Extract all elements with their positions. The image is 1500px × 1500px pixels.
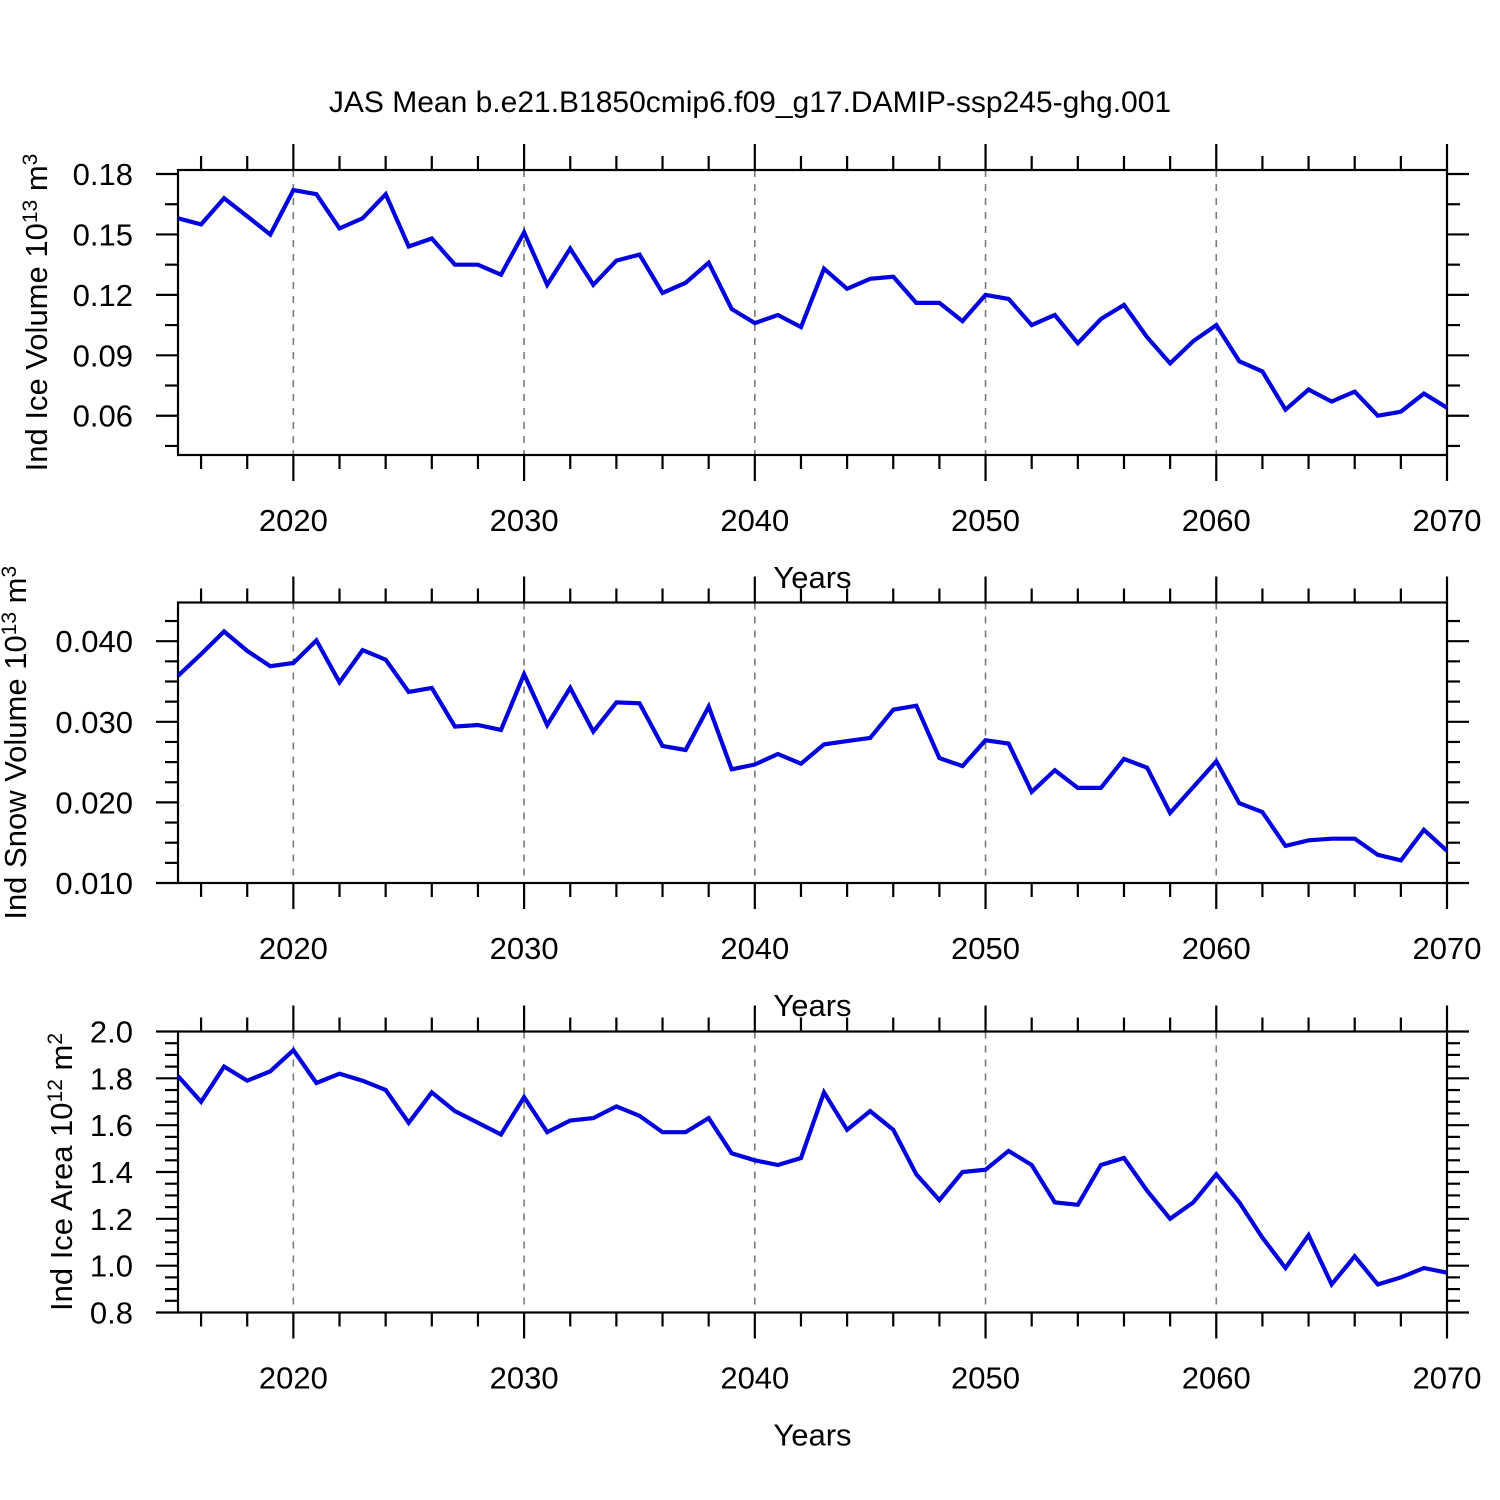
plot-box <box>176 1030 1449 1314</box>
y-axis-title: Ind Ice Volume 1013 m3 <box>19 154 54 472</box>
x-tick-label: 2030 <box>490 503 559 538</box>
y-tick-label: 2.0 <box>90 1015 133 1050</box>
x-tick-label: 2040 <box>720 931 789 966</box>
x-axis-title: Years <box>773 560 851 595</box>
x-tick-label: 2060 <box>1182 1361 1251 1396</box>
plot-box <box>176 168 1449 457</box>
y-tick-label: 1.6 <box>90 1108 133 1143</box>
y-tick-label: 1.4 <box>90 1155 133 1190</box>
ice-area-line <box>176 1047 1448 1289</box>
y-tick-label: 0.030 <box>55 705 133 740</box>
y-tick-label: 1.8 <box>90 1061 133 1096</box>
snow-volume-line <box>176 628 1449 863</box>
x-tick-label: 2070 <box>1413 1361 1482 1396</box>
x-tick-label: 2020 <box>259 1361 328 1396</box>
x-tick-label: 2060 <box>1182 503 1251 538</box>
x-tick-label: 2030 <box>490 931 559 966</box>
x-tick-label: 2020 <box>259 931 328 966</box>
y-tick-label: 0.15 <box>73 217 133 252</box>
x-axis-title: Years <box>773 1418 851 1453</box>
y-tick-label: 0.010 <box>55 866 133 901</box>
x-tick-label: 2040 <box>720 503 789 538</box>
x-tick-label: 2070 <box>1413 503 1482 538</box>
x-tick-label: 2050 <box>951 503 1020 538</box>
x-tick-label: 2050 <box>951 931 1020 966</box>
x-tick-label: 2050 <box>951 1361 1020 1396</box>
y-tick-label: 0.040 <box>55 624 133 659</box>
y-tick-label: 0.12 <box>73 278 133 313</box>
x-tick-label: 2070 <box>1413 931 1482 966</box>
y-tick-label: 0.8 <box>90 1296 133 1331</box>
x-tick-label: 2060 <box>1182 931 1251 966</box>
y-axis-title: Ind Ice Area 1012 m2 <box>44 1033 79 1311</box>
y-tick-label: 0.18 <box>73 157 133 192</box>
x-tick-label: 2030 <box>490 1361 559 1396</box>
y-axis-title: Ind Snow Volume 1013 m3 <box>0 566 33 920</box>
y-tick-label: 0.09 <box>73 338 133 373</box>
x-tick-label: 2020 <box>259 503 328 538</box>
y-tick-label: 1.2 <box>90 1202 133 1237</box>
chart-title: JAS Mean b.e21.B1850cmip6.f09_g17.DAMIP-… <box>328 86 1172 119</box>
y-tick-label: 0.020 <box>55 785 133 820</box>
ice-volume-line <box>177 187 1449 418</box>
x-tick-label: 2040 <box>720 1361 789 1396</box>
x-axis-title: Years <box>773 988 851 1023</box>
y-tick-label: 1.0 <box>90 1249 133 1284</box>
y-tick-label: 0.06 <box>73 399 133 434</box>
plot-box <box>176 601 1449 885</box>
